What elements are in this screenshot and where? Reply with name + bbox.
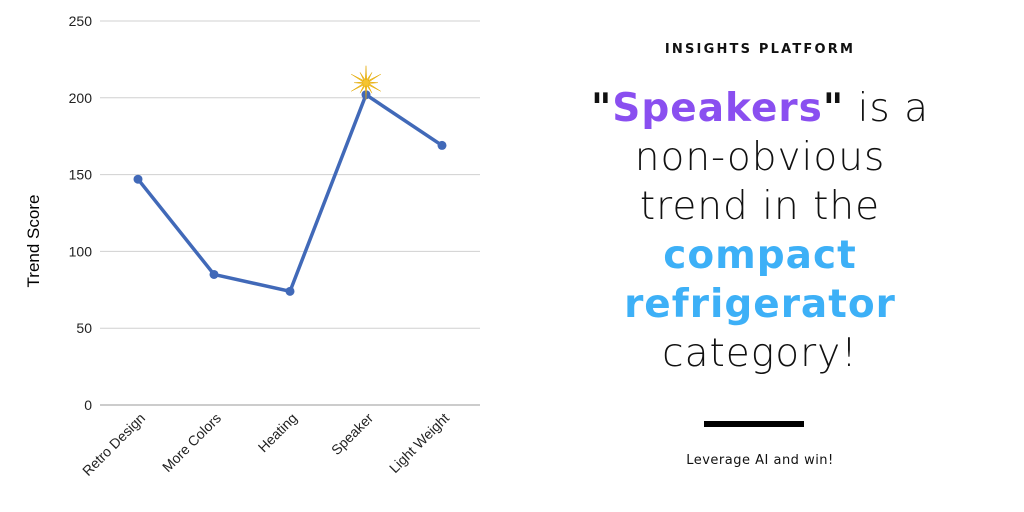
y-tick-label: 50 — [76, 320, 92, 336]
headline-line-3: trend in the — [639, 184, 881, 229]
headline-line-6: category! — [662, 331, 858, 376]
y-tick-label: 0 — [84, 397, 92, 413]
divider-bar — [704, 421, 804, 427]
highlight-marker — [351, 65, 381, 100]
headline-line-1: "Speakers" is a — [560, 84, 960, 133]
quote-close: " — [822, 86, 845, 131]
data-point — [133, 174, 143, 184]
x-tick-label: Light Weight — [386, 410, 452, 476]
chart-grid — [100, 20, 480, 406]
series-line — [136, 92, 443, 294]
headline-emphasis-1: compact — [663, 233, 857, 278]
trend-score-chart: 0 50 100 150 200 250 Retro Design More Colors H… — [24, 13, 480, 479]
headline-line-2: non-obvious — [634, 135, 886, 180]
tagline: Leverage AI and win! — [686, 453, 834, 468]
y-tick-label: 150 — [69, 167, 93, 183]
x-axis-ticks: Retro Design More Colors Heating Speaker Lig… — [79, 410, 452, 479]
insight-panel: INSIGHTS PLATFORM "Speakers" is a non-ob… — [560, 0, 960, 512]
quoted-word: Speakers — [612, 86, 823, 131]
y-tick-label: 250 — [69, 13, 93, 29]
x-tick-label: More Colors — [159, 410, 224, 475]
headline-emphasis-2: refrigerator — [624, 282, 896, 327]
data-point — [209, 269, 219, 279]
y-axis-ticks: 0 50 100 150 200 250 — [69, 13, 93, 413]
series-points — [133, 90, 447, 296]
eyebrow-label: INSIGHTS PLATFORM — [664, 42, 856, 57]
headline-line-1-rest: is a — [844, 86, 930, 131]
y-axis-title: Trend Score — [24, 195, 43, 288]
quote-open: " — [590, 86, 613, 131]
data-point — [285, 286, 295, 296]
x-tick-label: Retro Design — [79, 410, 148, 479]
star-burst-icon — [351, 65, 381, 100]
y-tick-label: 200 — [69, 90, 93, 106]
y-tick-label: 100 — [69, 243, 93, 259]
series-line-path — [136, 92, 443, 294]
data-point — [437, 140, 447, 150]
x-tick-label: Heating — [255, 410, 300, 455]
headline: "Speakers" is a non-obvious trend in the… — [560, 84, 960, 378]
x-tick-label: Speaker — [328, 410, 376, 458]
